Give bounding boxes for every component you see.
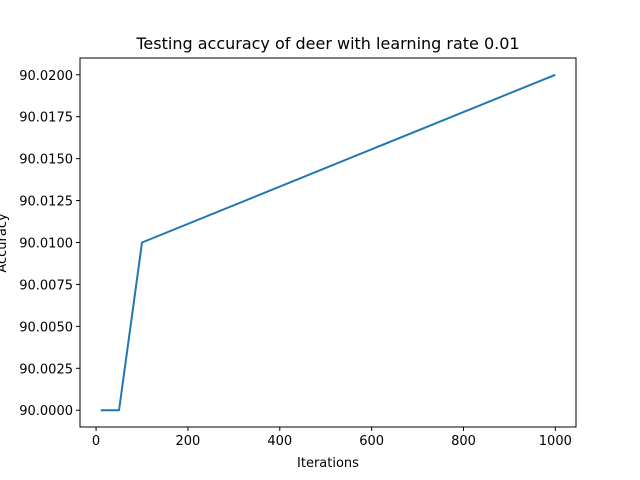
y-tick-label: 90.0075 (19, 278, 73, 293)
x-tick-label: 0 (92, 434, 100, 449)
x-tick-label: 200 (176, 434, 201, 449)
y-tick-label: 90.0050 (19, 320, 73, 335)
x-tick-label: 600 (359, 434, 384, 449)
plot-area: 0 200 400 600 800 1000 90.0000 90.0025 90.0050 90… (19, 57, 577, 449)
y-tick-label: 90.0100 (19, 237, 73, 252)
y-tick-label: 90.0200 (19, 69, 73, 84)
y-tick-label: 90.0000 (19, 404, 73, 419)
x-tick-label: 400 (267, 434, 292, 449)
x-tick-label: 800 (451, 434, 476, 449)
x-tick-label: 1000 (539, 434, 572, 449)
y-tick-label: 90.0150 (19, 153, 73, 168)
y-tick-label: 90.0025 (19, 362, 73, 377)
x-axis-label: Iterations (297, 456, 359, 471)
series-line-0 (100, 73, 556, 412)
chart-title: Testing accuracy of deer with learning r… (135, 34, 519, 53)
y-tick-label: 90.0175 (19, 111, 73, 126)
y-tick-label: 90.0125 (19, 195, 73, 210)
y-axis-label: Accuracy (0, 213, 10, 273)
